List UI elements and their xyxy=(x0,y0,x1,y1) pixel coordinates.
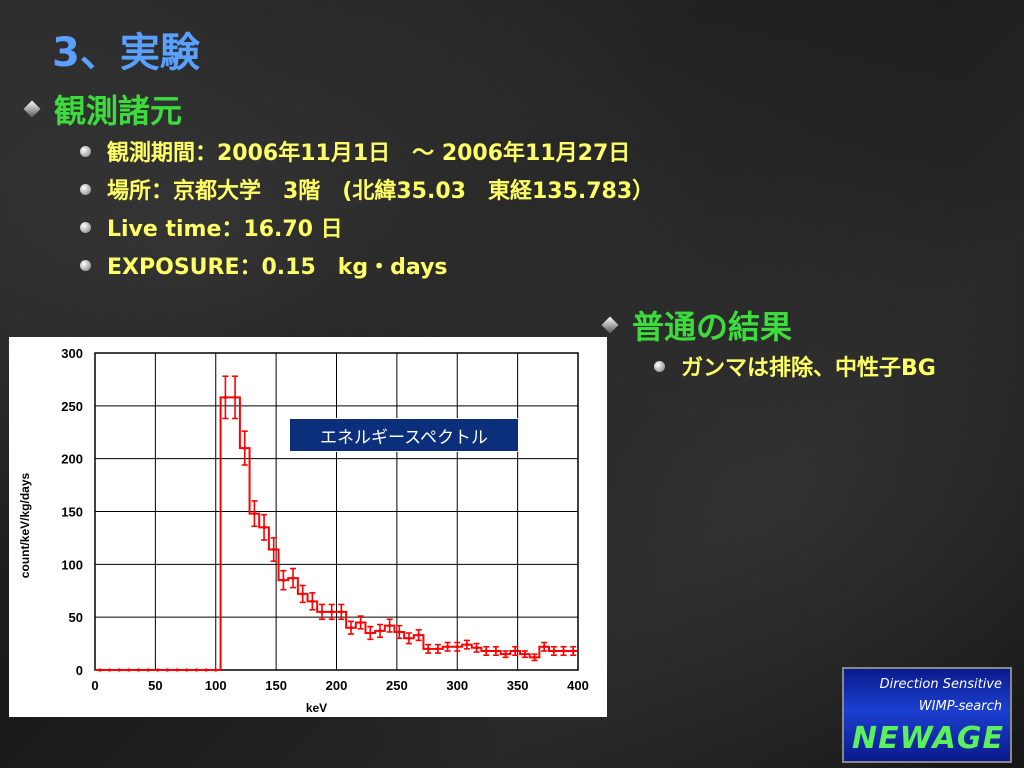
y-tick-label: 0 xyxy=(76,663,83,678)
y-axis-label: count/keV/kg/days xyxy=(18,472,32,578)
plot-frame xyxy=(94,352,579,671)
logo-line-1: Direction Sensitive xyxy=(879,677,1002,692)
x-tick-label: 400 xyxy=(567,678,589,693)
list-item: 場所：京都大学 3階 (北緯35.03 東経135.783） xyxy=(80,170,654,208)
section-heading-observation-text: 観測諸元 xyxy=(54,92,183,130)
x-tick-label: 250 xyxy=(386,678,408,693)
data-point xyxy=(117,668,121,672)
data-point xyxy=(165,668,170,672)
y-tick-label: 150 xyxy=(61,505,83,520)
y-tick-label: 250 xyxy=(61,399,83,414)
circle-bullet-icon xyxy=(80,145,91,157)
data-point xyxy=(136,668,141,672)
newage-logo: Direction Sensitive WIMP-search NEWAGE xyxy=(842,667,1012,763)
section-heading-result: 普通の結果 xyxy=(601,302,793,348)
y-tick-label: 300 xyxy=(61,346,83,361)
data-point xyxy=(214,668,218,672)
data-point xyxy=(127,668,131,672)
data-point xyxy=(156,668,160,672)
x-tick-label: 150 xyxy=(265,678,287,693)
list-item-text: Live time：16.70 日 xyxy=(107,217,343,242)
data-point xyxy=(185,668,189,672)
data-point xyxy=(98,668,102,672)
diamond-bullet-icon xyxy=(23,100,41,118)
list-item: ガンマは排除、中性子BG xyxy=(654,347,936,385)
data-point xyxy=(107,668,112,672)
x-tick-label: 0 xyxy=(91,678,98,693)
x-tick-label: 200 xyxy=(326,678,348,693)
x-tick-label: 350 xyxy=(507,678,529,693)
data-point xyxy=(146,668,150,672)
list-item: 観測期間：2006年11月1日 ～ 2006年11月27日 xyxy=(80,132,654,170)
data-point xyxy=(204,668,208,672)
logo-line-2: WIMP-search xyxy=(918,699,1002,714)
circle-bullet-icon xyxy=(80,259,91,271)
list-item-text: EXPOSURE：0.15 kg・days xyxy=(107,255,448,280)
x-tick-label: 50 xyxy=(148,678,162,693)
result-list: ガンマは排除、中性子BG xyxy=(654,347,936,385)
logo-line-3: NEWAGE xyxy=(852,721,1004,756)
circle-bullet-icon xyxy=(80,183,91,195)
spectrum-label: エネルギースペクトル xyxy=(289,418,519,452)
diamond-bullet-icon xyxy=(601,316,619,334)
x-tick-label: 300 xyxy=(446,678,468,693)
section-heading-observation: 観測諸元 xyxy=(23,86,183,132)
chart-canvas: 0 50 100 150 200 250 300 350 400 0 50 100 150 200 250 3… xyxy=(18,346,589,715)
x-tick-label: 100 xyxy=(205,678,227,693)
list-item-text: 場所：京都大学 3階 (北緯35.03 東経135.783） xyxy=(107,179,655,204)
list-item-text: 観測期間：2006年11月1日 ～ 2006年11月27日 xyxy=(107,141,631,166)
slide-title: 3、実験 xyxy=(52,30,200,76)
y-tick-label: 200 xyxy=(61,452,83,467)
data-point xyxy=(194,668,199,672)
x-axis-label: keV xyxy=(306,701,327,715)
section-heading-result-text: 普通の結果 xyxy=(632,308,793,346)
circle-bullet-icon xyxy=(654,360,665,372)
observation-list: 観測期間：2006年11月1日 ～ 2006年11月27日 場所：京都大学 3階… xyxy=(80,132,654,284)
data-point xyxy=(175,668,179,672)
circle-bullet-icon xyxy=(80,221,91,233)
energy-spectrum-chart: 0 50 100 150 200 250 300 350 400 0 50 100 150 200 250 3… xyxy=(9,337,607,717)
y-tick-label: 100 xyxy=(61,557,83,572)
list-item: Live time：16.70 日 xyxy=(80,208,654,246)
list-item: EXPOSURE：0.15 kg・days xyxy=(80,246,654,284)
y-tick-label: 50 xyxy=(69,610,83,625)
list-item-text: ガンマは排除、中性子BG xyxy=(681,356,936,381)
